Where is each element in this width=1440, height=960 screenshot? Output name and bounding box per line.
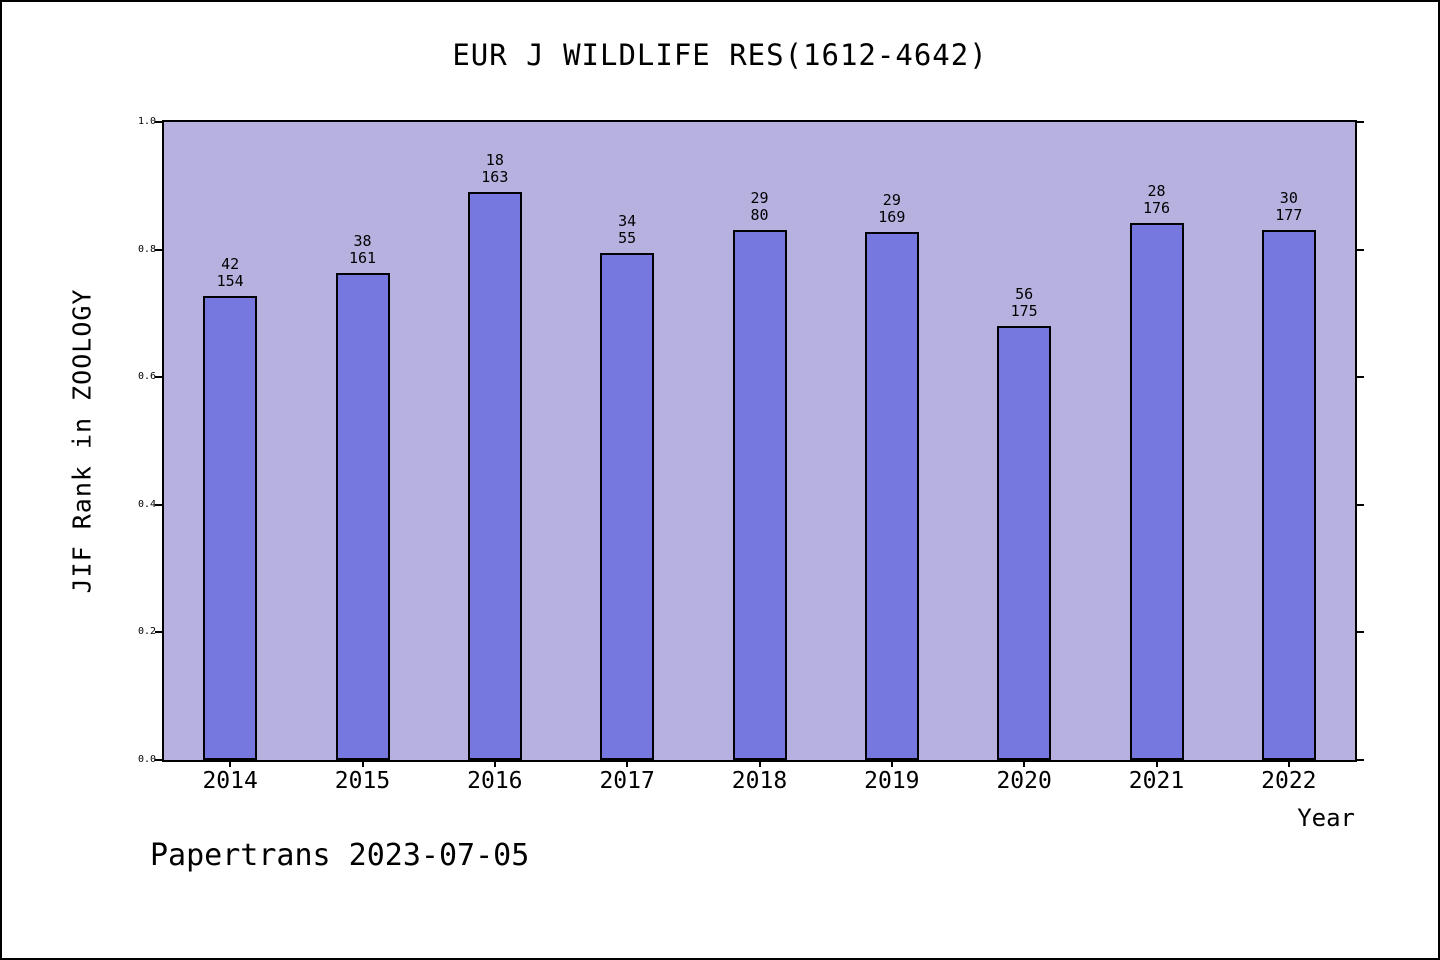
y-tick-label: 0.4 bbox=[137, 498, 156, 510]
x-tick-mark bbox=[626, 760, 629, 767]
x-tick-label: 2017 bbox=[599, 768, 655, 794]
bar-value-label: 42 154 bbox=[170, 256, 290, 290]
x-tick-label: 2021 bbox=[1128, 768, 1185, 794]
y-tick-label: 0.6 bbox=[137, 371, 156, 383]
y-tick-mark-right bbox=[1355, 631, 1364, 634]
x-tick-mark bbox=[1155, 760, 1158, 767]
bar-total-value: 55 bbox=[618, 229, 637, 247]
bar bbox=[864, 232, 919, 760]
footer-text: Papertrans 2023-07-05 bbox=[150, 838, 530, 873]
x-tick-mark bbox=[1023, 760, 1026, 767]
bar-value-label: 29 80 bbox=[700, 190, 820, 224]
x-tick-label: 2022 bbox=[1261, 768, 1317, 794]
y-tick-mark-right bbox=[1355, 503, 1364, 506]
y-tick-label: 0.0 bbox=[137, 754, 156, 765]
bar-rank-value: 30 bbox=[1279, 189, 1298, 207]
x-tick-mark bbox=[493, 760, 496, 767]
bar-total-value: 169 bbox=[878, 208, 906, 226]
bar-rank-value: 56 bbox=[1015, 285, 1034, 303]
bar bbox=[1261, 230, 1316, 760]
bar-rank-value: 29 bbox=[882, 191, 901, 209]
x-tick-label: 2016 bbox=[467, 768, 523, 794]
bar-value-label: 30 177 bbox=[1229, 190, 1349, 224]
y-tick-mark-left bbox=[155, 503, 164, 506]
x-tick-label: 2020 bbox=[996, 768, 1052, 794]
y-tick-mark-left bbox=[155, 631, 164, 634]
bar bbox=[1129, 223, 1184, 760]
bar bbox=[335, 273, 390, 760]
bar-rank-value: 29 bbox=[750, 189, 769, 207]
y-axis-label: JIF Rank in ZOOLOGY bbox=[67, 288, 97, 594]
bar bbox=[732, 230, 787, 760]
bar-total-value: 163 bbox=[481, 168, 509, 186]
bar-total-value: 80 bbox=[750, 206, 769, 224]
plot-area: 42 154 2014 38 161 2015 18 163 2016 34 55 2017 29 80 2… bbox=[138, 116, 1364, 832]
y-tick-mark-right bbox=[1355, 121, 1364, 123]
chart-title: EUR J WILDLIFE RES(1612-4642) bbox=[452, 38, 988, 72]
x-tick-mark bbox=[1287, 760, 1290, 767]
bar-value-label: 18 163 bbox=[435, 152, 555, 186]
x-tick-mark bbox=[890, 760, 893, 767]
bar-total-value: 177 bbox=[1275, 206, 1303, 224]
bar-value-label: 38 161 bbox=[303, 233, 423, 267]
x-tick-label: 2019 bbox=[864, 768, 920, 794]
bar-rank-value: 34 bbox=[618, 212, 637, 230]
x-tick-label: 2015 bbox=[334, 768, 391, 794]
bar-rank-value: 28 bbox=[1147, 182, 1166, 200]
x-tick-mark bbox=[758, 760, 761, 767]
y-tick-label: 1.0 bbox=[137, 116, 156, 127]
bar bbox=[997, 326, 1052, 760]
bar-rank-value: 42 bbox=[221, 255, 240, 273]
bar-total-value: 175 bbox=[1010, 302, 1038, 320]
y-tick-mark-left bbox=[155, 248, 164, 251]
bar-value-label: 28 176 bbox=[1097, 183, 1217, 217]
x-tick-mark bbox=[229, 760, 232, 767]
bar-rank-value: 38 bbox=[353, 232, 372, 250]
y-tick-mark-left bbox=[155, 376, 164, 379]
y-tick-mark-right bbox=[1355, 248, 1364, 251]
bar-value-label: 34 55 bbox=[567, 213, 687, 247]
bar-total-value: 161 bbox=[348, 249, 377, 267]
bar-value-label: 29 169 bbox=[832, 192, 952, 226]
bar bbox=[467, 192, 522, 760]
bar-total-value: 176 bbox=[1142, 199, 1171, 217]
bar bbox=[600, 253, 655, 760]
x-tick-label: 2018 bbox=[731, 768, 788, 794]
x-tick-label: 2014 bbox=[202, 768, 258, 794]
y-tick-label: 0.8 bbox=[137, 243, 156, 255]
x-axis-label: Year bbox=[1297, 804, 1355, 832]
bar-value-label: 56 175 bbox=[964, 286, 1084, 320]
y-tick-mark-left bbox=[155, 121, 164, 123]
bar-total-value: 154 bbox=[216, 272, 244, 290]
bar-rank-value: 18 bbox=[485, 151, 504, 169]
y-tick-label: 0.2 bbox=[137, 626, 156, 638]
y-tick-mark-right bbox=[1355, 376, 1364, 379]
y-tick-mark-right bbox=[1355, 759, 1364, 761]
x-tick-mark bbox=[361, 760, 364, 767]
y-tick-mark-left bbox=[155, 759, 164, 761]
bar bbox=[203, 296, 258, 760]
